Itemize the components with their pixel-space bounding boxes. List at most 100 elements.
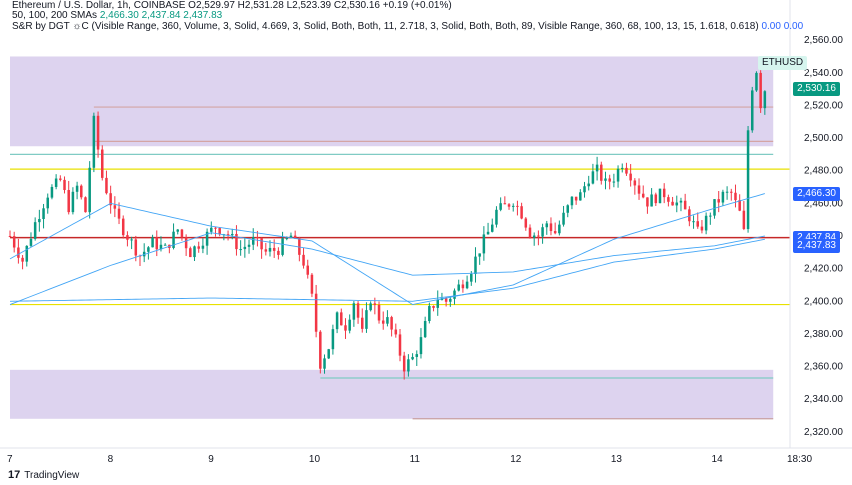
candle-127 [541, 227, 544, 237]
candle-48 [210, 227, 213, 232]
candle-98 [419, 337, 423, 355]
candle-42 [184, 237, 188, 249]
legend-sr-value-2: 0.00 [783, 21, 804, 32]
candle-142 [604, 178, 607, 181]
candle-52 [226, 234, 230, 236]
candle-17 [80, 185, 83, 198]
candle-23 [105, 177, 108, 194]
candle-3 [21, 257, 24, 262]
candle-54 [235, 233, 238, 250]
legend-symbol-text: Ethereum / U.S. Dollar, 1h, COINBASE O2,… [12, 0, 452, 11]
candle-144 [612, 181, 616, 183]
y-tick-label: 2,380.00 [804, 329, 843, 340]
candle-135 [574, 196, 578, 201]
candle-26 [117, 208, 121, 219]
candle-74 [319, 331, 322, 369]
candle-159 [675, 202, 679, 206]
candle-78 [335, 312, 339, 330]
candle-160 [679, 200, 683, 203]
candle-139 [591, 171, 595, 184]
candle-170 [721, 191, 725, 203]
candle-76 [327, 349, 330, 359]
candle-136 [579, 192, 582, 201]
candle-175 [742, 210, 746, 229]
candle-132 [562, 212, 565, 225]
candle-59 [256, 237, 259, 239]
candle-156 [662, 188, 666, 198]
candle-88 [377, 304, 381, 321]
candle-141 [600, 164, 603, 181]
candle-40 [176, 229, 179, 232]
candle-33 [147, 247, 150, 252]
candle-125 [532, 235, 536, 238]
candle-166 [704, 215, 708, 231]
x-tick-label: 18:30 [787, 454, 812, 465]
candle-6 [33, 222, 37, 239]
candle-73 [314, 293, 318, 332]
candle-92 [394, 329, 398, 335]
y-tick-label: 2,420.00 [804, 264, 843, 275]
candle-117 [499, 203, 502, 210]
candle-118 [503, 203, 507, 205]
candle-29 [130, 239, 133, 241]
candle-137 [583, 186, 586, 193]
candle-100 [428, 306, 431, 322]
candle-162 [688, 209, 691, 222]
chart-legend-symbol: Ethereum / U.S. Dollar, 1h, COINBASE O2,… [12, 0, 452, 11]
price-tag-1: 2,466.30 [793, 186, 840, 201]
x-tick-label: 7 [7, 454, 13, 465]
candle-83 [356, 303, 360, 318]
candle-75 [323, 358, 326, 369]
candle-167 [709, 215, 712, 217]
candle-176 [746, 130, 750, 229]
price-tag-3: 2,437.83 [793, 238, 840, 253]
candle-122 [520, 206, 523, 219]
candle-112 [478, 253, 481, 257]
candle-20 [92, 115, 96, 168]
y-tick-label: 2,460.00 [804, 198, 843, 209]
candle-1 [12, 236, 16, 248]
x-tick-label: 10 [309, 454, 321, 465]
x-tick-label: 9 [208, 454, 214, 465]
candle-15 [71, 191, 75, 213]
y-tick-label: 2,540.00 [804, 68, 843, 79]
candle-99 [423, 321, 427, 338]
candle-95 [407, 359, 410, 372]
x-tick-label: 12 [510, 454, 522, 465]
legend-sma50-value: 2,466.30 [99, 10, 139, 21]
candle-129 [549, 223, 553, 232]
y-tick-label: 2,360.00 [804, 362, 843, 373]
candle-16 [75, 185, 79, 192]
candle-12 [59, 178, 62, 180]
candle-10 [50, 186, 54, 198]
candle-164 [696, 221, 699, 227]
candle-86 [369, 303, 372, 311]
y-tick-label: 2,340.00 [804, 394, 843, 405]
y-tick-label: 2,320.00 [804, 427, 843, 438]
candle-56 [243, 246, 247, 250]
candle-36 [159, 244, 163, 250]
tradingview-footer[interactable]: 17 TradingView [8, 469, 79, 481]
candle-157 [667, 197, 670, 202]
legend-sma200-value: 2,437.83 [183, 10, 223, 21]
x-tick-label: 14 [712, 454, 724, 465]
candle-27 [121, 218, 125, 236]
candle-115 [491, 224, 494, 232]
candle-30 [134, 239, 138, 256]
y-tick-label: 2,400.00 [804, 296, 843, 307]
candle-43 [189, 248, 192, 258]
legend-sma-label: 50, 100, 200 SMAs [12, 10, 98, 21]
candle-143 [608, 178, 611, 182]
candle-2 [17, 247, 20, 258]
candle-49 [214, 227, 217, 229]
candle-64 [277, 250, 280, 255]
candle-60 [260, 238, 263, 250]
candle-123 [524, 218, 528, 228]
candle-47 [205, 231, 209, 246]
candle-39 [172, 231, 175, 248]
legend-sr-value-1: 0.00 [761, 21, 781, 32]
candle-80 [344, 325, 347, 331]
candle-89 [381, 320, 385, 324]
candle-25 [113, 205, 117, 209]
